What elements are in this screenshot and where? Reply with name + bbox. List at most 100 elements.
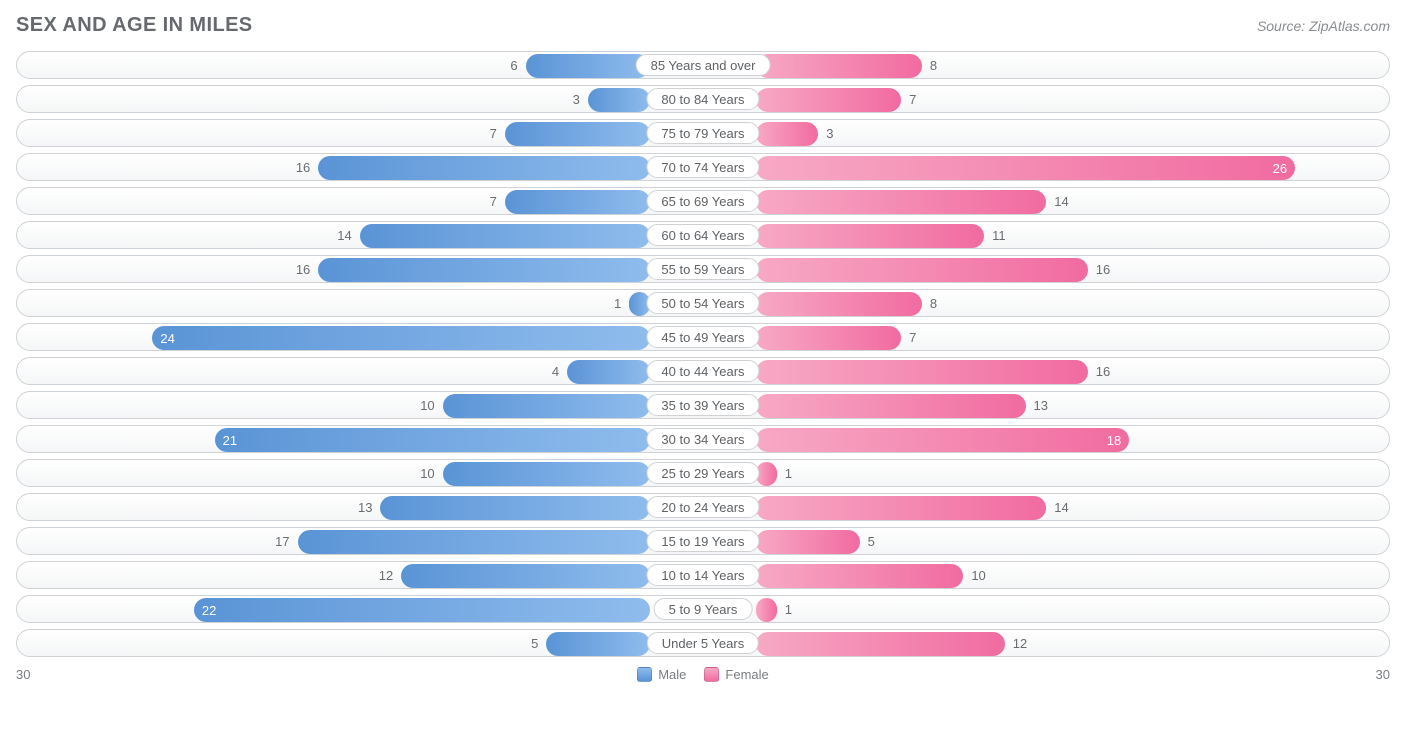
category-label: 55 to 59 Years (646, 258, 759, 280)
bar-female-value: 16 (1088, 358, 1118, 384)
chart-row: 12 10 10 to 14 Years (16, 561, 1390, 589)
category-label: 75 to 79 Years (646, 122, 759, 144)
bar-female-value: 1 (777, 460, 800, 486)
bar-male (443, 462, 650, 486)
chart-row: 7 3 75 to 79 Years (16, 119, 1390, 147)
category-label: 50 to 54 Years (646, 292, 759, 314)
axis-right-max: 30 (1376, 667, 1390, 682)
bar-female (756, 258, 1088, 282)
legend-item-female: Female (704, 667, 768, 682)
category-label: 15 to 19 Years (646, 530, 759, 552)
bar-male-value: 6 (502, 52, 525, 78)
chart-title: SEX AND AGE IN MILES (16, 14, 253, 37)
category-label: 30 to 34 Years (646, 428, 759, 450)
chart-row: 3 7 80 to 84 Years (16, 85, 1390, 113)
category-label: 80 to 84 Years (646, 88, 759, 110)
bar-male-value: 7 (482, 120, 505, 146)
bar-male (526, 54, 650, 78)
bar-female (756, 598, 777, 622)
category-label: 35 to 39 Years (646, 394, 759, 416)
legend-swatch-male (637, 667, 652, 682)
bar-female-value: 12 (1005, 630, 1035, 656)
bar-male (360, 224, 650, 248)
bar-female-value: 1 (777, 596, 800, 622)
bar-male (443, 394, 650, 418)
chart-header: SEX AND AGE IN MILES Source: ZipAtlas.co… (16, 14, 1390, 37)
chart-row: 10 13 35 to 39 Years (16, 391, 1390, 419)
bar-male (567, 360, 650, 384)
pyramid-chart: SEX AND AGE IN MILES Source: ZipAtlas.co… (0, 0, 1406, 741)
bar-female-value: 10 (963, 562, 993, 588)
bar-male-value: 5 (523, 630, 546, 656)
category-label: 85 Years and over (636, 54, 771, 76)
chart-row: 161655 to 59 Years (16, 255, 1390, 283)
bar-female (756, 360, 1088, 384)
chart-rows: 6885 Years and over3780 to 84 Years7375 … (16, 51, 1390, 657)
category-label: 40 to 44 Years (646, 360, 759, 382)
category-label: 65 to 69 Years (646, 190, 759, 212)
bar-male-value: 14 (329, 222, 359, 248)
chart-row: 5 12 Under 5 Years (16, 629, 1390, 657)
bar-female (756, 88, 901, 112)
bar-male-value: 13 (350, 494, 380, 520)
chart-row: 7 14 65 to 69 Years (16, 187, 1390, 215)
bar-male: 22 (194, 598, 650, 622)
bar-male-value: 7 (482, 188, 505, 214)
chart-row: 6 8 85 Years and over (16, 51, 1390, 79)
category-label: 70 to 74 Years (646, 156, 759, 178)
bar-female (756, 632, 1005, 656)
bar-female: 18 (756, 428, 1129, 452)
bar-female-value: 8 (922, 290, 945, 316)
chart-row: 41640 to 44 Years (16, 357, 1390, 385)
bar-male-value: 10 (412, 460, 442, 486)
chart-row: 14 11 60 to 64 Years (16, 221, 1390, 249)
bar-male-value: 12 (371, 562, 401, 588)
bar-female (756, 326, 901, 350)
category-label: Under 5 Years (647, 632, 759, 654)
bar-female-value: 7 (901, 324, 924, 350)
bar-female-value: 13 (1026, 392, 1056, 418)
legend-item-male: Male (637, 667, 686, 682)
bar-female (756, 394, 1026, 418)
bar-female-value: 7 (901, 86, 924, 112)
bar-female (756, 54, 922, 78)
bar-male-value: 21 (215, 433, 245, 448)
bar-male-value: 16 (288, 256, 318, 282)
chart-row: 10125 to 29 Years (16, 459, 1390, 487)
bar-female (756, 190, 1046, 214)
bar-female-value: 3 (818, 120, 841, 146)
bar-male-value: 3 (565, 86, 588, 112)
chart-footer: 30 Male Female 30 (16, 667, 1390, 682)
chart-row: 2215 to 9 Years (16, 595, 1390, 623)
bar-female: 26 (756, 156, 1295, 180)
bar-female-value: 18 (1099, 433, 1129, 448)
bar-male-value: 16 (288, 154, 318, 180)
category-label: 60 to 64 Years (646, 224, 759, 246)
bar-male-value: 10 (412, 392, 442, 418)
bar-male (505, 190, 650, 214)
bar-male (505, 122, 650, 146)
axis-left-max: 30 (16, 667, 30, 682)
bar-female (756, 122, 818, 146)
bar-male-value: 24 (152, 331, 182, 346)
bar-female-value: 14 (1046, 188, 1076, 214)
bar-male (380, 496, 650, 520)
chart-row: 21 18 30 to 34 Years (16, 425, 1390, 453)
legend-label-male: Male (658, 667, 686, 682)
category-label: 10 to 14 Years (646, 564, 759, 586)
bar-female-value: 26 (1265, 161, 1295, 176)
bar-female-value: 5 (860, 528, 883, 554)
bar-female-value: 14 (1046, 494, 1076, 520)
bar-female (756, 224, 984, 248)
bar-male (401, 564, 650, 588)
bar-male (546, 632, 650, 656)
bar-female (756, 530, 860, 554)
chart-row: 24745 to 49 Years (16, 323, 1390, 351)
bar-female-value: 11 (984, 222, 1014, 248)
bar-female-value: 8 (922, 52, 945, 78)
chart-row: 1850 to 54 Years (16, 289, 1390, 317)
bar-male (318, 258, 650, 282)
bar-female (756, 292, 922, 316)
bar-female (756, 496, 1046, 520)
bar-male (588, 88, 650, 112)
